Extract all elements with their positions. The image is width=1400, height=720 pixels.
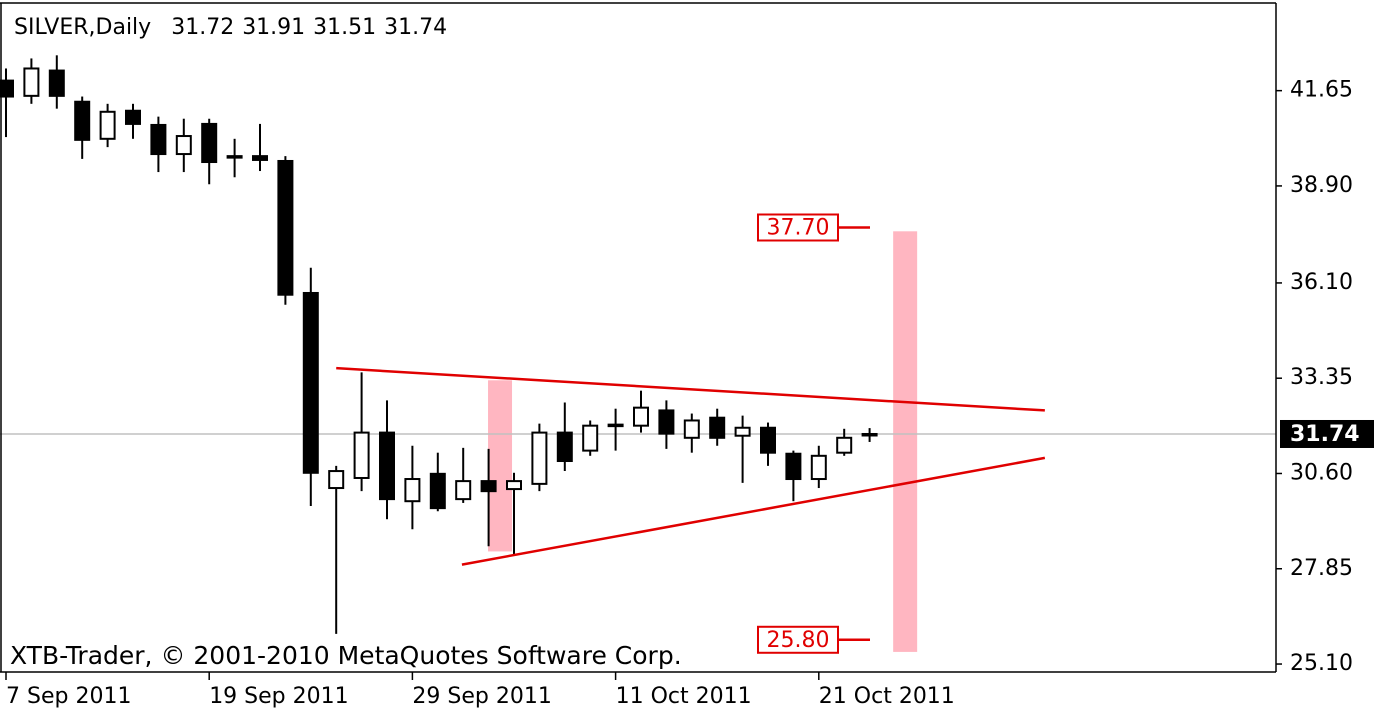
candle-body bbox=[23, 67, 40, 97]
candle-body bbox=[556, 431, 573, 463]
candle-body bbox=[633, 406, 649, 427]
price-level-box bbox=[757, 213, 839, 242]
title-open: 31.72 bbox=[171, 15, 234, 40]
candle-body bbox=[810, 454, 827, 481]
candle-body bbox=[48, 69, 65, 97]
candle-body bbox=[734, 426, 751, 437]
x-tick-label: 21 Oct 2011 bbox=[819, 684, 955, 709]
x-tick-label: 11 Oct 2011 bbox=[616, 684, 752, 709]
y-tick-label: 36.10 bbox=[1290, 270, 1353, 295]
candle-body bbox=[302, 291, 319, 474]
x-tick-label: 7 Sep 2011 bbox=[6, 684, 131, 709]
y-tick-label: 41.65 bbox=[1290, 78, 1353, 103]
candle-body bbox=[658, 409, 675, 435]
candle-body bbox=[74, 100, 91, 141]
candle-body bbox=[0, 79, 14, 98]
range-band bbox=[488, 380, 513, 552]
current-price-box bbox=[1280, 419, 1374, 448]
candle-body bbox=[480, 480, 497, 493]
trendline bbox=[336, 366, 1045, 412]
candle-body bbox=[506, 480, 522, 491]
x-tick-label: 29 Sep 2011 bbox=[412, 684, 551, 709]
candle-body bbox=[683, 419, 700, 439]
candle-body bbox=[353, 431, 370, 479]
title-high: 31.91 bbox=[242, 15, 305, 40]
x-tick-label: 19 Sep 2011 bbox=[209, 684, 348, 709]
range-band bbox=[893, 231, 918, 652]
candle-body bbox=[175, 135, 192, 156]
candle-body bbox=[429, 472, 446, 510]
price-level-box bbox=[757, 625, 839, 654]
title-close: 31.74 bbox=[384, 15, 447, 40]
title-low: 31.51 bbox=[313, 15, 376, 40]
price-level-label: 25.80 bbox=[767, 628, 830, 653]
candle-body bbox=[226, 155, 243, 159]
y-tick-label: 30.60 bbox=[1290, 460, 1353, 485]
candle-body bbox=[709, 416, 726, 439]
candle-body bbox=[531, 431, 548, 485]
candle-body bbox=[582, 424, 599, 452]
candle-body bbox=[607, 423, 624, 428]
y-tick-label: 27.85 bbox=[1290, 556, 1353, 581]
candle-body bbox=[328, 470, 345, 490]
current-price-label: 31.74 bbox=[1290, 422, 1360, 447]
chart-title: SILVER,Daily 31.72 31.91 31.51 31.74 bbox=[14, 15, 447, 40]
y-tick-label: 33.35 bbox=[1290, 365, 1353, 390]
y-tick-label: 38.90 bbox=[1290, 173, 1353, 198]
plot-area: 37.70 25.80 bbox=[0, 55, 1276, 654]
y-tick-label: 25.10 bbox=[1290, 651, 1353, 676]
candle-body bbox=[836, 436, 853, 454]
candle-body bbox=[785, 452, 802, 481]
price-level-label: 37.70 bbox=[767, 216, 830, 241]
candle-body bbox=[760, 426, 776, 454]
candle-body bbox=[252, 155, 268, 161]
candle-body bbox=[150, 123, 167, 156]
candle-body bbox=[861, 432, 878, 437]
trendline bbox=[461, 456, 1046, 566]
candle-body bbox=[277, 159, 294, 296]
candle-body bbox=[201, 122, 218, 164]
candle-body bbox=[99, 110, 116, 140]
candle-body bbox=[379, 431, 395, 501]
candle-body bbox=[125, 109, 141, 125]
candle-body bbox=[404, 478, 421, 503]
watermark: XTB-Trader, © 2001-2010 MetaQuotes Softw… bbox=[10, 641, 682, 670]
title-symbol: SILVER,Daily bbox=[14, 15, 151, 40]
candle-body bbox=[455, 480, 472, 501]
